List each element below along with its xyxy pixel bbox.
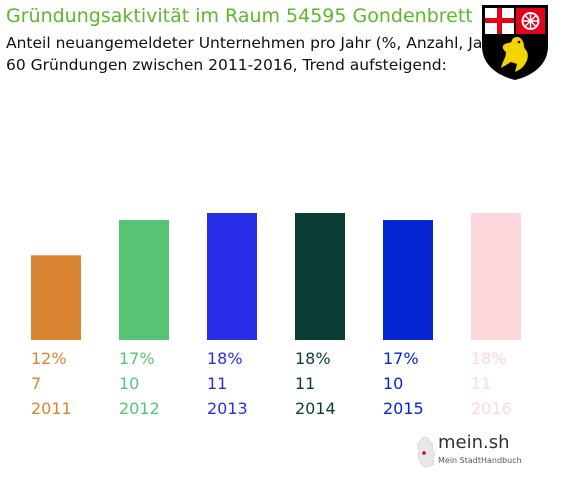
year-label-2013: 2013 [207,399,248,418]
percent-label-2011: 12% [31,349,67,368]
chart-title: Gründungsaktivität im Raum 54595 Gondenb… [6,5,473,27]
count-label-2016: 11 [471,374,491,393]
count-label-2015: 10 [383,374,403,393]
brand-logo: mein.sh Mein StadtHandbuch [416,432,526,474]
bar-2016 [471,213,521,340]
percent-label-2012: 17% [119,349,155,368]
year-label-2016: 2016 [471,399,512,418]
rhineland-palatinate-coat-of-arms-icon [482,5,548,80]
chart-subtitle: Anteil neuangemeldeter Unternehmen pro J… [6,34,505,52]
percent-label-2013: 18% [207,349,243,368]
brand-tagline: Mein StadtHandbuch [438,456,522,465]
bar-2015 [383,220,433,340]
year-label-2014: 2014 [295,399,336,418]
count-label-2013: 11 [207,374,227,393]
year-label-2011: 2011 [31,399,72,418]
germany-map-icon [416,436,436,468]
percent-label-2015: 17% [383,349,419,368]
bar-2011 [31,255,81,340]
chart-summary: 60 Gründungen zwischen 2011-2016, Trend … [6,56,447,74]
bar-2014 [295,213,345,340]
percent-label-2014: 18% [295,349,331,368]
count-label-2014: 11 [295,374,315,393]
percent-label-2016: 18% [471,349,507,368]
year-label-2015: 2015 [383,399,424,418]
year-label-2012: 2012 [119,399,160,418]
brand-name: mein.sh [438,432,510,453]
count-label-2011: 7 [31,374,41,393]
bar-2012 [119,220,169,340]
count-label-2012: 10 [119,374,139,393]
bar-2013 [207,213,257,340]
